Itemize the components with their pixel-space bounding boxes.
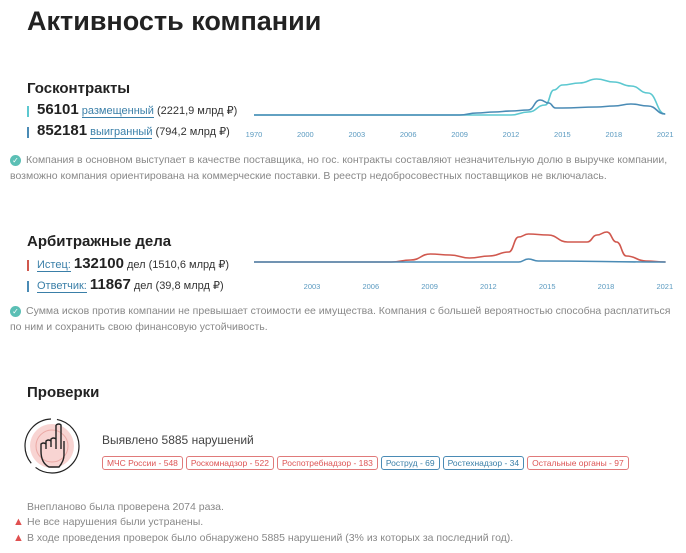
x-tick-label: 2015 xyxy=(539,282,556,291)
plaintiff-link[interactable]: Истец: xyxy=(37,259,71,272)
placed-sum: (2221,9 млрд ₽) xyxy=(156,105,238,117)
agency-tag[interactable]: Роскомнадзор - 522 xyxy=(185,456,274,470)
x-tick-label: 2003 xyxy=(304,282,321,291)
plaintiff-count: 132100 xyxy=(73,255,124,272)
warning-icon: ▲ xyxy=(13,532,24,544)
arb-chart: 2003 2006 2009 2012 2015 2018 2021 xyxy=(254,231,673,291)
gos-note: ✓ Компания в основном выступает в качеств… xyxy=(10,154,668,182)
checks-heading: Проверки xyxy=(27,384,100,401)
x-tick-label: 2021 xyxy=(656,282,673,291)
x-tick-label: 2009 xyxy=(421,282,438,291)
arb-plaintiff-row: Истец: 132100 дел (1510,6 млрд ₽) xyxy=(27,255,229,272)
gos-won-row: 852181 выигранный (794,2 млрд ₽) xyxy=(27,122,230,139)
placed-count: 56101 xyxy=(37,101,79,118)
page-title: Активность компании xyxy=(27,6,322,36)
agency-tag[interactable]: Роспотребнадзор - 183 xyxy=(276,456,378,470)
defendant-sum: (39,8 млрд ₽) xyxy=(155,280,224,292)
x-tick-label: 2015 xyxy=(554,130,571,139)
won-count: 852181 xyxy=(37,122,88,139)
defendant-unit: дел xyxy=(133,280,153,292)
warning-icon: ▲ xyxy=(13,516,24,528)
agency-tag[interactable]: Ростехнадзор - 34 xyxy=(442,456,525,470)
check-icon: ✓ xyxy=(10,305,21,317)
arb-heading: Арбитражные дела xyxy=(27,233,172,250)
pointing-hand-icon xyxy=(24,418,80,474)
series-line xyxy=(254,231,666,263)
x-tick-label: 2018 xyxy=(605,130,622,139)
x-tick-label: 2018 xyxy=(598,282,615,291)
won-sum: (794,2 млрд ₽) xyxy=(155,126,230,138)
plaintiff-sum: (1510,6 млрд ₽) xyxy=(148,259,229,271)
gos-chart: 1970 2000 2003 2006 2009 2012 2015 2018 2021 xyxy=(246,78,674,139)
x-tick-label: 2012 xyxy=(480,282,497,291)
x-tick-label: 1970 xyxy=(246,130,263,139)
x-tick-label: 2000 xyxy=(297,130,314,139)
check-icon: ✓ xyxy=(10,154,21,166)
gos-heading: Госконтракты xyxy=(27,80,131,97)
x-tick-label: 2012 xyxy=(503,130,520,139)
agency-tag[interactable]: Роструд - 69 xyxy=(380,456,440,470)
x-tick-label: 2003 xyxy=(348,130,365,139)
x-tick-label: 2006 xyxy=(362,282,379,291)
defendant-count: 11867 xyxy=(89,276,131,293)
arb-note: ✓ Сумма исков против компании не превышае… xyxy=(10,305,671,333)
series-line xyxy=(254,258,666,263)
x-tick-label: 2006 xyxy=(400,130,417,139)
gos-placed-row: 56101 размещенный (2221,9 млрд ₽) xyxy=(27,101,237,118)
agency-tags: МЧС России - 548 Роскомнадзор - 522 Роспот… xyxy=(102,451,632,470)
placed-link[interactable]: размещенный xyxy=(81,105,154,118)
arb-defendant-row: Ответчик: 11867 дел (39,8 млрд ₽) xyxy=(27,276,224,293)
violations-found: Выявлено 5885 нарушений xyxy=(102,433,254,447)
x-tick-label: 2009 xyxy=(451,130,468,139)
x-tick-label: 2021 xyxy=(657,130,674,139)
agency-tag[interactable]: Остальные органы - 97 xyxy=(527,456,629,470)
agency-tag[interactable]: МЧС России - 548 xyxy=(102,456,183,470)
defendant-link[interactable]: Ответчик: xyxy=(37,280,87,293)
series-line xyxy=(253,99,666,116)
won-link[interactable]: выигранный xyxy=(90,126,153,139)
warning-1: ▲ Не все нарушения были устранены. xyxy=(13,516,204,528)
plaintiff-unit: дел xyxy=(126,259,146,271)
unplanned-note: Внепланово была проверена 2074 раза. xyxy=(27,501,224,513)
warning-2: ▲ В ходе проведения проверок было обнаруж… xyxy=(13,532,514,544)
